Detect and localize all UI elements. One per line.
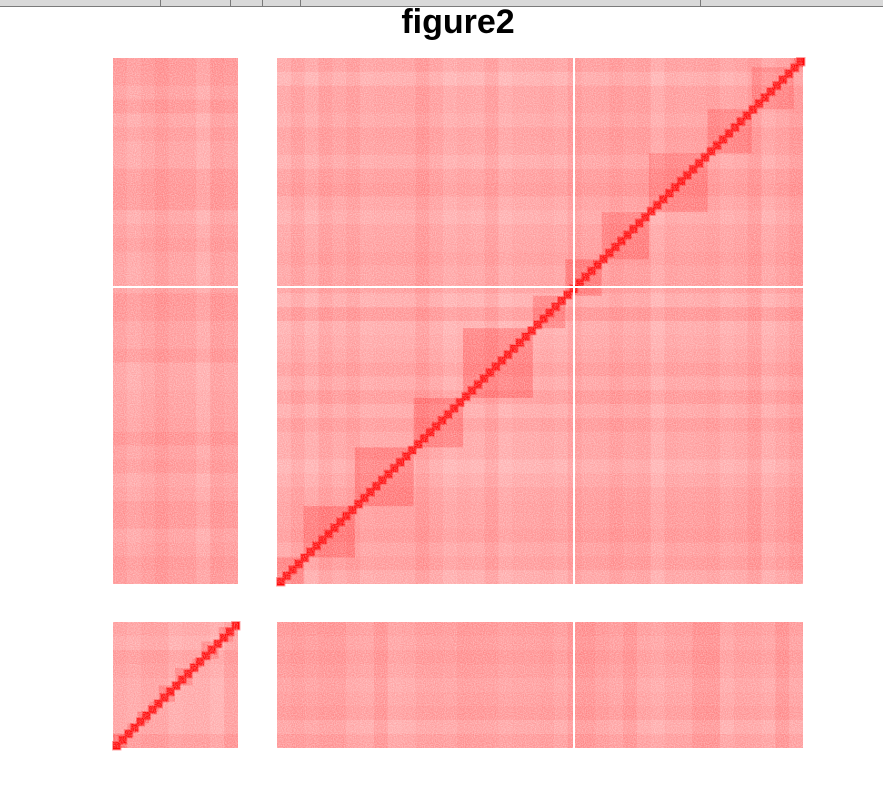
tab-divider: [262, 0, 263, 6]
tab-divider: [160, 0, 161, 6]
heatmap-noise: [113, 622, 238, 748]
heatmap-block-1-1: [277, 622, 803, 748]
heatmap-block-0-1: [276, 57, 806, 587]
heatmap-noise: [277, 58, 803, 584]
heatmap-block-0-0: [113, 58, 238, 584]
tab-divider: [700, 0, 701, 6]
tab-divider: [300, 0, 301, 6]
chart-title: figure2: [401, 3, 515, 41]
heatmap-noise: [277, 622, 803, 748]
heatmap-noise: [113, 58, 238, 584]
window-top-bar: [0, 0, 883, 7]
heatmap-block-1-0: [112, 621, 241, 751]
tab-divider: [230, 0, 231, 6]
